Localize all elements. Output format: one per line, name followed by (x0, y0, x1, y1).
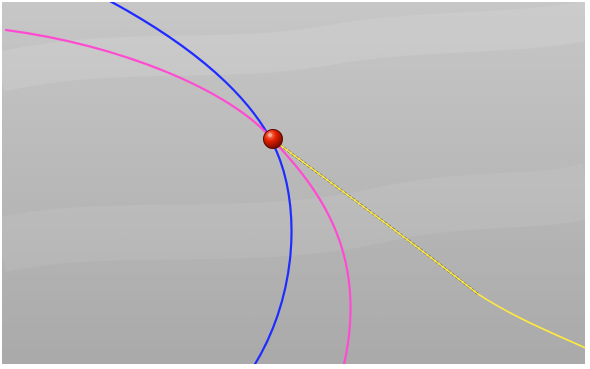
red-sphere-marker[interactable] (263, 129, 283, 149)
blue-orbit-curve[interactable] (106, 0, 293, 369)
trajectory-yellow-line[interactable] (271, 138, 590, 351)
background-swirl (0, 0, 590, 92)
background-swirl (0, 163, 590, 272)
sphere-specular-highlight (267, 132, 273, 138)
